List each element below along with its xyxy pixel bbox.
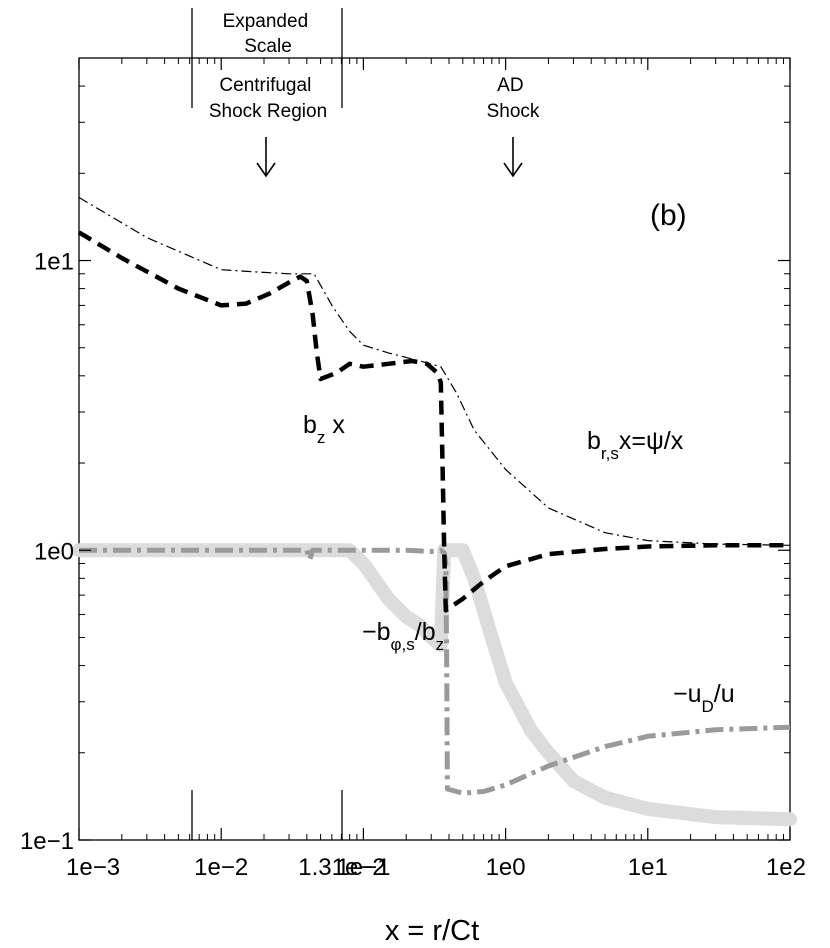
tick-layer (78, 57, 791, 841)
x-tick-label: 1e2 (766, 854, 806, 881)
expanded-scale-label: Expanded Scale (223, 11, 314, 57)
x-axis-label: x = r/Ct (385, 915, 479, 947)
ad-shock-arrow-icon (503, 137, 523, 178)
series-line (77, 230, 790, 613)
x-tick-label: 1.31e−2 (298, 854, 385, 881)
series-line (72, 543, 797, 827)
x-tick-label: 1e0 (486, 854, 526, 881)
plot-frame (78, 57, 791, 841)
y-tick-label: 1e0 (34, 538, 74, 565)
x-tick-label: 1e−2 (194, 854, 248, 881)
x-tick-label: 1e−1 (336, 854, 390, 881)
series-line (78, 196, 791, 546)
y-tick-label: 1e1 (34, 249, 74, 276)
centrifugal-shock-label: Centrifugal Shock Region (209, 75, 327, 122)
series-layer (72, 196, 797, 827)
curve-label-layer: bz x br,sx=ψ/x −bφ,s/bz −uD/u (303, 411, 735, 716)
panel-label: (b) (650, 199, 687, 232)
curve-label: br,sx=ψ/x (587, 427, 684, 463)
ad-shock-label: AD Shock (487, 75, 540, 122)
x-tick-label: 1e−3 (66, 854, 120, 881)
centrifugal-arrow-icon (256, 137, 276, 178)
series-line (79, 547, 791, 796)
curve-label: −uD/u (673, 680, 735, 716)
y-tick-label: 1e−1 (20, 828, 74, 855)
x-tick-label: 1e1 (628, 854, 668, 881)
curve-label: bz x (303, 411, 345, 447)
curve-label: −bφ,s/bz (362, 618, 444, 654)
